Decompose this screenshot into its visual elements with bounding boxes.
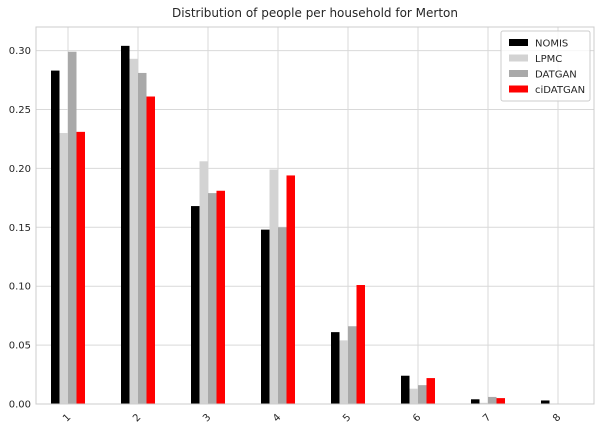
legend-swatch-cidatgan: [509, 85, 528, 93]
bar-datgan-6: [418, 385, 427, 404]
plot-frame: [35, 26, 595, 405]
x-tick-label: 6: [411, 412, 423, 424]
bar-nomis-5: [331, 332, 340, 404]
bar-cidatgan-3: [216, 190, 225, 404]
bar-datgan-2: [138, 72, 147, 405]
x-tick-label: 5: [341, 412, 353, 424]
y-axis: 0.00 0.05 0.10 0.15 0.20 0.25 0.30: [9, 46, 31, 410]
legend-label-datgan: DATGAN: [535, 70, 577, 81]
legend-label-lpmc: LPMC: [535, 54, 562, 65]
bar-cidatgan-2: [146, 96, 155, 405]
chart-title: Distribution of people per household for…: [172, 6, 458, 20]
bar-lpmc-3: [199, 161, 208, 404]
bar-cidatgan-1: [76, 131, 85, 404]
bar-nomis-7: [471, 399, 480, 404]
legend-swatch-nomis: [509, 39, 528, 46]
bar-nomis-3: [191, 206, 200, 404]
bar-lpmc-5: [339, 340, 348, 404]
bar-nomis-2: [121, 45, 130, 404]
legend: NOMIS LPMC DATGAN ciDATGAN: [500, 30, 591, 102]
bar-datgan-4: [278, 227, 287, 404]
y-tick-label: 0.25: [9, 105, 31, 116]
legend-swatch-lpmc: [509, 54, 528, 62]
x-tick-label: 7: [481, 412, 493, 424]
bar-lpmc-7: [479, 402, 488, 404]
bar-datgan-1: [68, 51, 77, 404]
x-tick-label: 2: [131, 412, 143, 424]
bar-nomis-4: [261, 229, 270, 404]
x-tick-label: 4: [271, 412, 283, 424]
y-tick-label: 0.00: [9, 400, 31, 411]
legend-label-nomis: NOMIS: [535, 39, 568, 50]
legend-label-cidatgan: ciDATGAN: [535, 85, 585, 96]
y-tick-label: 0.10: [9, 282, 31, 293]
bar-nomis-8: [541, 400, 550, 404]
x-tick-label: 3: [201, 412, 213, 424]
bar-lpmc-1: [59, 133, 68, 404]
bar-cidatgan-5: [356, 285, 365, 404]
bar-lpmc-4: [269, 169, 278, 404]
bar-nomis-6: [401, 375, 410, 404]
bar-cidatgan-7: [496, 398, 505, 404]
legend-box: [500, 30, 591, 102]
bar-cidatgan-4: [286, 175, 295, 404]
bar-datgan-7: [488, 396, 497, 404]
bar-lpmc-6: [409, 388, 418, 404]
x-tick-label: 1: [61, 412, 73, 424]
bars: [51, 45, 550, 405]
x-axis: 1 2 3 4 5 6 7 8: [61, 412, 563, 424]
y-tick-label: 0.20: [9, 164, 31, 175]
y-tick-label: 0.30: [9, 46, 31, 57]
y-tick-label: 0.15: [9, 223, 31, 234]
bar-datgan-5: [348, 326, 357, 404]
bar-datgan-3: [208, 193, 217, 404]
legend-swatch-datgan: [509, 70, 528, 77]
y-tick-label: 0.05: [9, 341, 31, 352]
bar-cidatgan-6: [426, 378, 435, 404]
bar-nomis-1: [51, 70, 60, 404]
x-tick-label: 8: [551, 412, 563, 424]
bar-lpmc-2: [129, 58, 138, 404]
